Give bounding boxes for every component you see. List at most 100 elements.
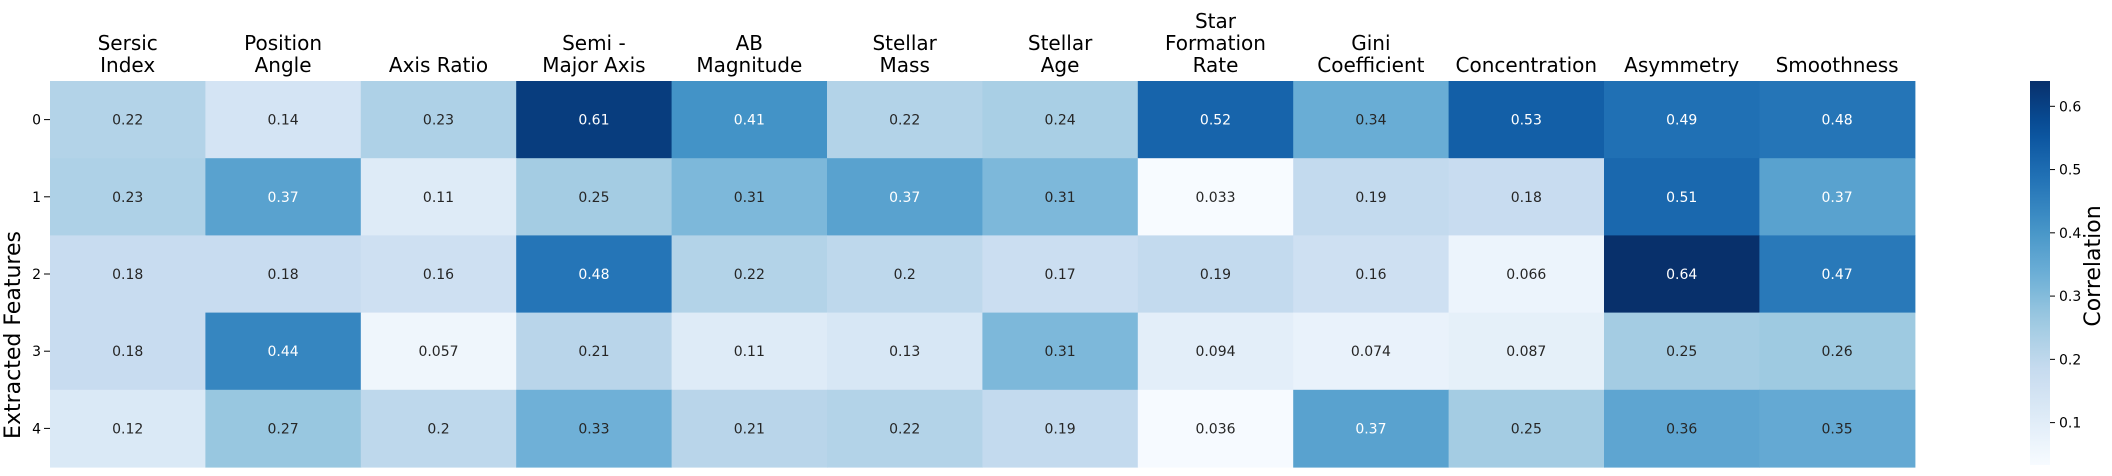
column-label: Major Axis xyxy=(542,53,645,77)
heatmap-cell xyxy=(205,389,362,468)
column-label: Semi - xyxy=(562,31,626,55)
cell-value-label: 0.094 xyxy=(1195,344,1235,360)
heatmap-cell xyxy=(1448,389,1605,468)
cell-value-label: 0.19 xyxy=(1045,421,1076,437)
column-label: Stellar xyxy=(1028,31,1093,55)
heatmap-cell xyxy=(205,158,362,236)
heatmap-cell xyxy=(1293,235,1450,314)
cell-value-label: 0.18 xyxy=(268,267,299,283)
cell-value-label: 0.25 xyxy=(578,190,609,206)
heatmap-cell xyxy=(516,389,673,468)
heatmap-cell xyxy=(1137,389,1294,468)
cell-value-label: 0.22 xyxy=(889,421,920,437)
cell-value-label: 0.16 xyxy=(1355,267,1386,283)
column-label: Age xyxy=(1041,53,1080,77)
cell-value-label: 0.22 xyxy=(734,267,765,283)
cell-value-label: 0.24 xyxy=(1045,113,1076,129)
heatmap-cell xyxy=(1448,312,1605,391)
heatmap-cell xyxy=(50,81,206,159)
cell-value-label: 0.11 xyxy=(423,190,454,206)
heatmap-cell xyxy=(516,312,673,391)
colorbar-tick-label: 0.4 xyxy=(2059,226,2081,242)
heatmap-cell xyxy=(516,235,673,314)
heatmap-cell xyxy=(516,81,673,159)
column-label: Concentration xyxy=(1456,53,1597,77)
heatmap-cell xyxy=(360,81,517,159)
colorbar-tick-label: 0.6 xyxy=(2059,99,2081,115)
heatmap-cell xyxy=(1137,158,1294,236)
column-label: Formation xyxy=(1165,31,1266,55)
column-label: Gini xyxy=(1351,31,1390,55)
cell-value-label: 0.48 xyxy=(1822,113,1853,129)
cell-value-label: 0.49 xyxy=(1666,113,1697,129)
heatmap-cell xyxy=(1759,158,1916,236)
heatmap-cell xyxy=(1137,312,1294,391)
heatmap-cell xyxy=(1448,158,1605,236)
cell-value-label: 0.61 xyxy=(578,113,609,129)
heatmap-cell xyxy=(1759,389,1916,468)
heatmap-cell xyxy=(1759,312,1916,391)
colorbar-label: Correlation xyxy=(2081,205,2106,326)
heatmap-cell xyxy=(1604,158,1760,236)
colorbar: 0.1 0.2 0.3 0.4 0.5 0.6 xyxy=(2030,81,2081,465)
heatmap-cell xyxy=(827,158,983,236)
heatmap-cell xyxy=(827,235,983,314)
cell-value-label: 0.21 xyxy=(734,421,765,437)
cell-value-label: 0.33 xyxy=(578,421,609,437)
cell-value-label: 0.21 xyxy=(578,344,609,360)
cell-value-label: 0.41 xyxy=(734,113,765,129)
heatmap-cell xyxy=(360,158,517,236)
heatmap-cell xyxy=(671,389,828,468)
cell-value-label: 0.23 xyxy=(423,113,454,129)
heatmap-cell xyxy=(50,235,206,314)
cell-value-label: 0.23 xyxy=(112,190,143,206)
cell-value-label: 0.34 xyxy=(1355,113,1386,129)
heatmap-cell xyxy=(982,81,1139,159)
cell-value-label: 0.26 xyxy=(1822,344,1853,360)
heatmap-cell xyxy=(1759,235,1916,314)
heatmap-cell xyxy=(50,158,206,236)
y-axis-label: Extracted Features xyxy=(1,231,26,439)
heatmap-cell xyxy=(671,312,828,391)
cell-value-label: 0.37 xyxy=(1355,421,1386,437)
row-label: 3 xyxy=(32,344,41,360)
column-label: Star xyxy=(1195,9,1237,33)
colorbar-tick-label: 0.3 xyxy=(2059,289,2081,305)
heatmap-cell xyxy=(1604,81,1760,159)
heatmap-cell xyxy=(205,312,362,391)
heatmap-cell xyxy=(671,158,828,236)
heatmap-cell xyxy=(50,312,206,391)
cell-value-label: 0.37 xyxy=(1822,190,1853,206)
cell-value-label: 0.51 xyxy=(1666,190,1697,206)
cell-value-label: 0.31 xyxy=(1045,190,1076,206)
heatmap-cell xyxy=(516,158,673,236)
heatmap-cell xyxy=(671,235,828,314)
heatmap-cell xyxy=(1604,312,1760,391)
cell-value-label: 0.033 xyxy=(1195,190,1235,206)
heatmap-cell xyxy=(827,312,983,391)
heatmap-cell xyxy=(1293,389,1450,468)
heatmap-cell xyxy=(982,312,1139,391)
cell-value-label: 0.14 xyxy=(268,113,299,129)
cell-value-label: 0.27 xyxy=(268,421,299,437)
heatmap-cell xyxy=(360,389,517,468)
cell-value-label: 0.48 xyxy=(578,267,609,283)
cell-value-label: 0.53 xyxy=(1511,113,1542,129)
heatmap-cell xyxy=(360,312,517,391)
column-label: Stellar xyxy=(872,31,937,55)
heatmap-cell xyxy=(827,389,983,468)
cell-value-label: 0.12 xyxy=(112,421,143,437)
heatmap-cell xyxy=(982,389,1139,468)
row-label: 1 xyxy=(32,190,41,206)
row-labels: 0 1 2 3 4 xyxy=(32,113,50,437)
heatmap-cell xyxy=(1448,235,1605,314)
heatmap-cell xyxy=(1137,81,1294,159)
column-label: Magnitude xyxy=(696,53,802,77)
heatmap-cell xyxy=(1137,235,1294,314)
heatmap-cell xyxy=(982,235,1139,314)
cell-value-label: 0.16 xyxy=(423,267,454,283)
cell-value-label: 0.2 xyxy=(427,421,449,437)
cell-value-label: 0.37 xyxy=(268,190,299,206)
cell-value-label: 0.057 xyxy=(418,344,458,360)
